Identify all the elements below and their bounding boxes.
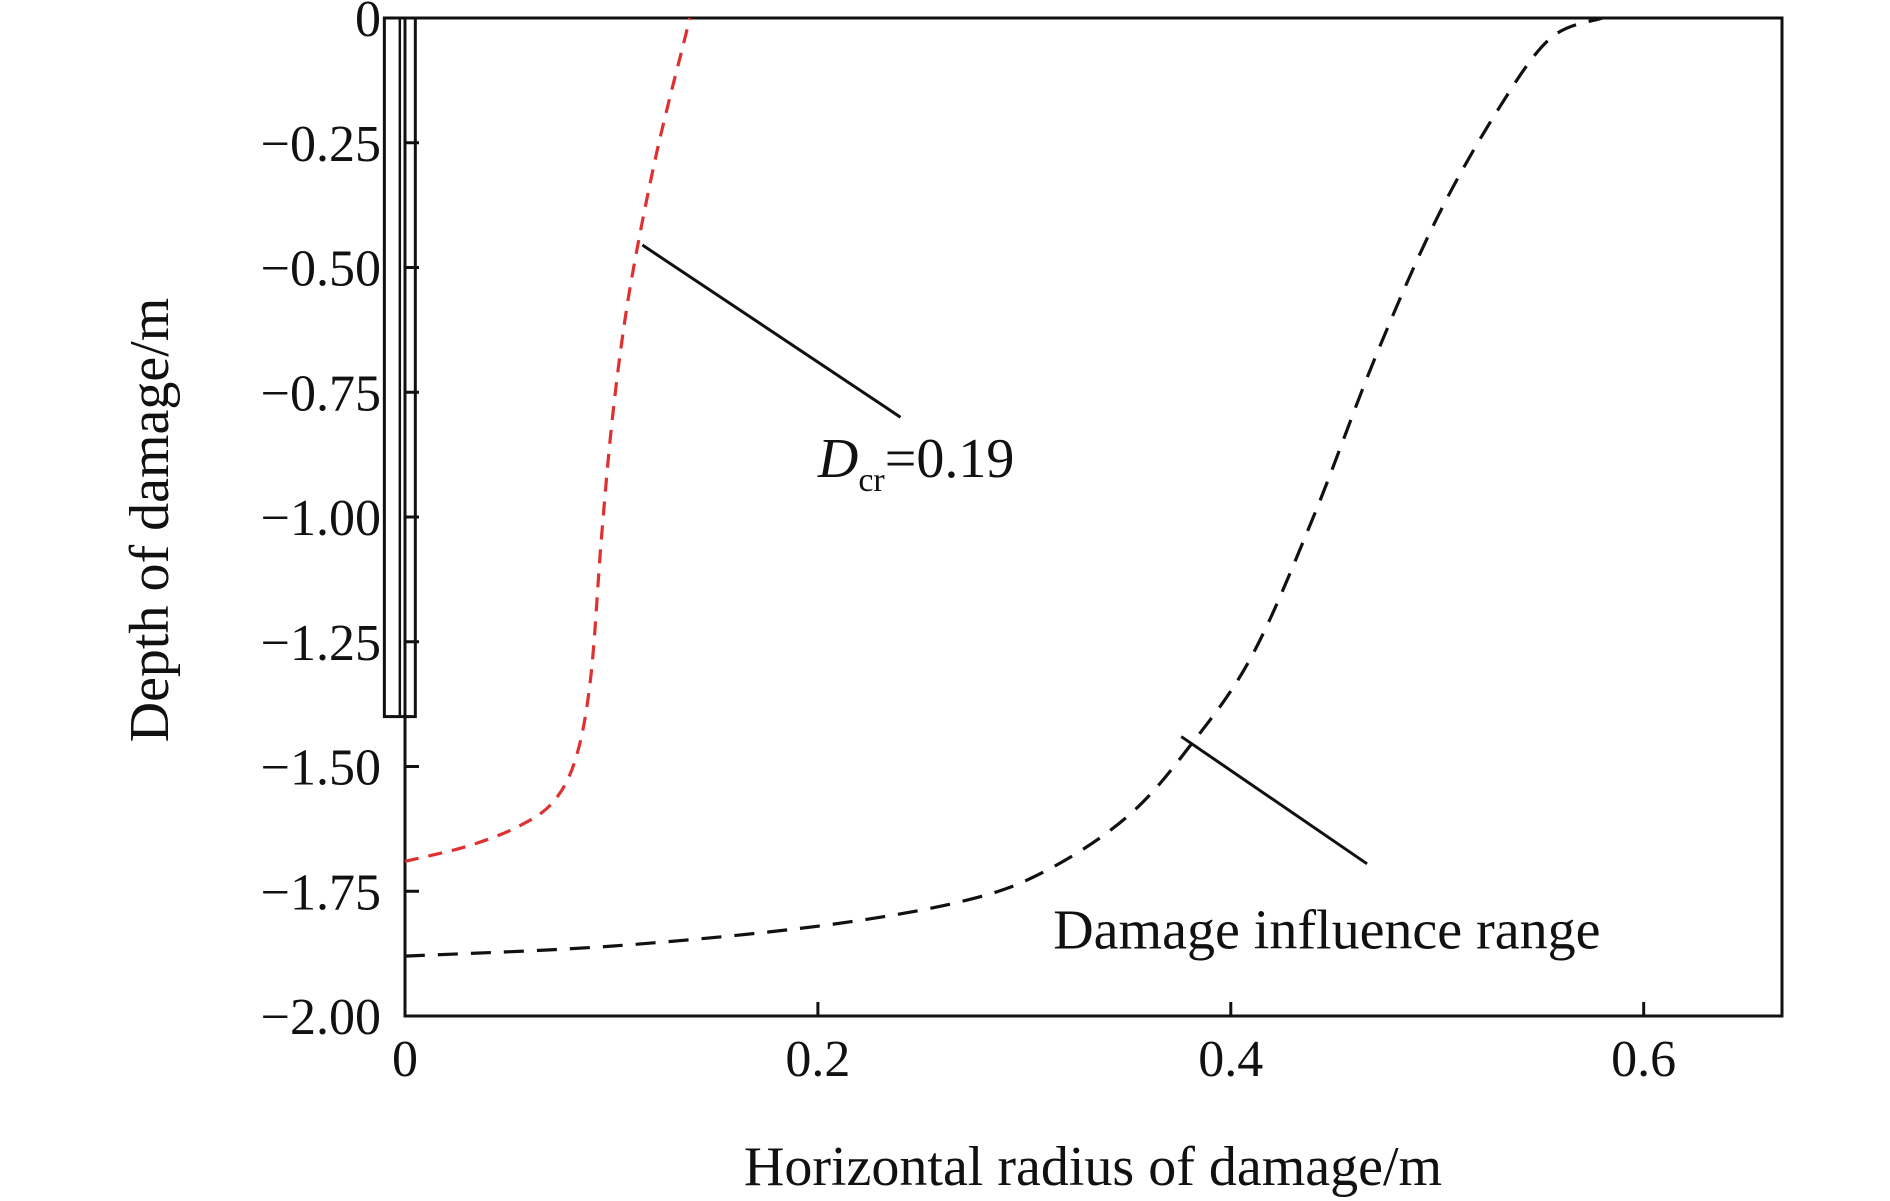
- y-tick-label: −1.50: [261, 740, 381, 797]
- plot-frame: [403, 16, 1784, 1018]
- series-group: [404, 16, 1603, 958]
- y-tick-label: −0.50: [261, 241, 381, 298]
- x-tick-label: 0: [392, 1031, 418, 1088]
- y-axis-title: Depth of damage/m: [119, 298, 181, 743]
- annotation-label-dcr: Dcr=0.19: [817, 428, 1014, 499]
- y-tick-label: 0: [355, 0, 381, 48]
- x-tick-label: 0.2: [785, 1031, 850, 1088]
- annotation-label-range: Damage influence range: [1053, 900, 1600, 962]
- y-tick-label: −1.75: [261, 864, 381, 921]
- annotation-leader-dcr: [641, 243, 902, 419]
- x-tick-label: 0.6: [1611, 1031, 1676, 1088]
- y-tick-label: −2.00: [261, 989, 381, 1046]
- x-tick-label: 0.4: [1198, 1031, 1263, 1088]
- y-tick-label: −1.00: [261, 490, 381, 547]
- pile-group: [382, 16, 417, 719]
- y-tick-label: −0.25: [261, 116, 381, 173]
- y-tick-label: −0.75: [261, 365, 381, 422]
- annotation-leader-range: [1180, 735, 1368, 866]
- series-line-1: [404, 17, 692, 863]
- x-axis-title: Horizontal radius of damage/m: [744, 1136, 1442, 1198]
- series-line-2: [404, 16, 1603, 958]
- annotations-group: Dcr=0.19 Damage influence range: [641, 243, 1601, 962]
- y-tick-label: −1.25: [261, 615, 381, 672]
- x-axis-ticks: 0 0.2 0.4 0.6: [392, 1002, 1676, 1088]
- y-axis-ticks: 0 −0.25 −0.50 −0.75 −1.00 −1.25 −1.50 −1.75 −2.0…: [261, 0, 419, 1046]
